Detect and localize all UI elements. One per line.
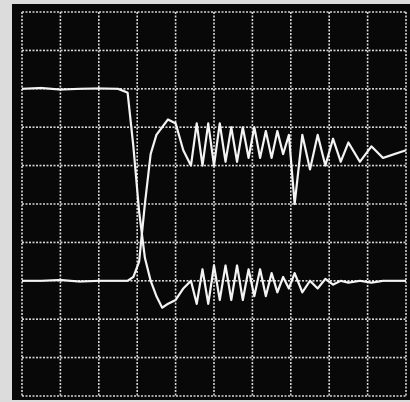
trace [22, 118, 407, 283]
trace [21, 86, 406, 309]
screen-background [12, 4, 410, 400]
